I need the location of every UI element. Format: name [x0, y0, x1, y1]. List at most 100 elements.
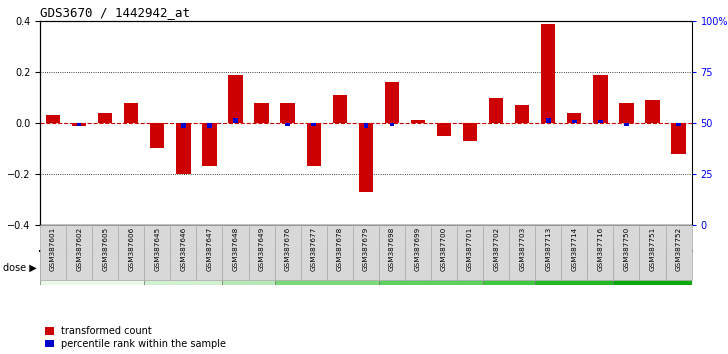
Text: GSM387676: GSM387676 — [285, 227, 290, 271]
Bar — [207, 123, 212, 128]
Text: 1.4 mM HOCl: 1.4 mM HOCl — [405, 264, 457, 273]
Bar — [405, 225, 431, 280]
Bar — [535, 225, 561, 280]
Text: GSM387605: GSM387605 — [102, 227, 108, 271]
Bar — [92, 225, 118, 280]
Bar — [457, 225, 483, 280]
Bar — [535, 251, 614, 285]
Bar — [98, 113, 112, 123]
Bar — [593, 75, 608, 123]
Bar — [274, 225, 301, 280]
Text: GSM387647: GSM387647 — [207, 227, 213, 271]
Bar — [301, 225, 327, 280]
Text: GSM387750: GSM387750 — [623, 227, 630, 271]
Bar — [150, 123, 165, 148]
Text: 0.35 mM HOCl: 0.35 mM HOCl — [220, 264, 277, 273]
Bar — [333, 95, 347, 123]
Text: GDS3670 / 1442942_at: GDS3670 / 1442942_at — [40, 6, 190, 19]
Bar — [363, 123, 368, 128]
Bar — [639, 225, 665, 280]
Bar — [202, 123, 217, 166]
Bar — [572, 120, 577, 123]
Text: GSM387703: GSM387703 — [519, 227, 525, 271]
Text: GSM387714: GSM387714 — [571, 227, 577, 271]
Text: GSM387713: GSM387713 — [545, 227, 551, 271]
Bar — [254, 103, 269, 123]
Bar — [384, 82, 399, 123]
Bar — [306, 123, 321, 166]
Text: 0 mM HOCl: 0 mM HOCl — [67, 264, 117, 273]
Bar — [40, 225, 66, 280]
Bar — [483, 225, 509, 280]
Legend: transformed count, percentile rank within the sample: transformed count, percentile rank withi… — [45, 326, 226, 349]
Bar — [77, 123, 82, 126]
Text: GSM387679: GSM387679 — [363, 227, 369, 271]
Bar — [587, 225, 614, 280]
Bar — [515, 105, 529, 123]
Bar — [437, 123, 451, 136]
Bar — [66, 225, 92, 280]
Bar — [197, 225, 223, 280]
Text: GSM387646: GSM387646 — [181, 227, 186, 271]
Bar — [676, 123, 681, 126]
Bar — [614, 251, 692, 285]
Text: 0.7 mM HOCl: 0.7 mM HOCl — [301, 264, 353, 273]
Bar — [463, 123, 478, 141]
Bar — [353, 225, 379, 280]
Bar — [379, 225, 405, 280]
Text: 3.5 mM HOCl: 3.5 mM HOCl — [626, 264, 678, 273]
Text: GSM387602: GSM387602 — [76, 227, 82, 271]
Bar — [176, 123, 191, 174]
Bar — [181, 123, 186, 128]
Bar — [671, 123, 686, 154]
Text: GSM387606: GSM387606 — [128, 227, 134, 271]
Text: GSM387699: GSM387699 — [415, 227, 421, 271]
Bar — [46, 115, 60, 123]
Bar — [483, 251, 535, 285]
Text: GSM387645: GSM387645 — [154, 227, 160, 271]
Bar — [327, 225, 353, 280]
Bar — [379, 251, 483, 285]
Bar — [645, 100, 660, 123]
Text: GSM387601: GSM387601 — [50, 227, 56, 271]
Text: GSM387677: GSM387677 — [311, 227, 317, 271]
Bar — [431, 225, 457, 280]
Bar — [624, 123, 629, 126]
Bar — [229, 75, 242, 123]
Bar — [233, 118, 238, 123]
Text: 2.8 mM HOCl: 2.8 mM HOCl — [548, 264, 601, 273]
Bar — [546, 118, 550, 123]
Bar — [312, 123, 316, 126]
Text: GSM387701: GSM387701 — [467, 227, 473, 271]
Bar — [118, 225, 144, 280]
Bar — [285, 123, 290, 126]
Text: GSM387648: GSM387648 — [232, 227, 239, 271]
Bar — [274, 251, 379, 285]
Bar — [598, 120, 603, 123]
Bar — [665, 225, 692, 280]
Bar — [223, 225, 248, 280]
Bar — [359, 123, 373, 192]
Bar — [170, 225, 197, 280]
Bar — [144, 251, 223, 285]
Bar — [489, 98, 503, 123]
Bar — [389, 123, 394, 126]
Text: GSM387700: GSM387700 — [441, 227, 447, 271]
Bar — [567, 113, 582, 123]
Bar — [561, 225, 587, 280]
Text: GSM387698: GSM387698 — [389, 227, 395, 271]
Bar — [411, 120, 425, 123]
Bar — [614, 225, 639, 280]
Text: GSM387678: GSM387678 — [337, 227, 343, 271]
Bar — [620, 103, 633, 123]
Bar — [280, 103, 295, 123]
Text: GSM387751: GSM387751 — [649, 227, 655, 271]
Text: 2.1 mM HOCl: 2.1 mM HOCl — [483, 264, 536, 273]
Text: GSM387752: GSM387752 — [676, 227, 681, 271]
Bar — [248, 225, 274, 280]
Bar — [223, 251, 274, 285]
Text: GSM387702: GSM387702 — [493, 227, 499, 271]
Bar — [40, 251, 144, 285]
Text: GSM387649: GSM387649 — [258, 227, 264, 271]
Bar — [144, 225, 170, 280]
